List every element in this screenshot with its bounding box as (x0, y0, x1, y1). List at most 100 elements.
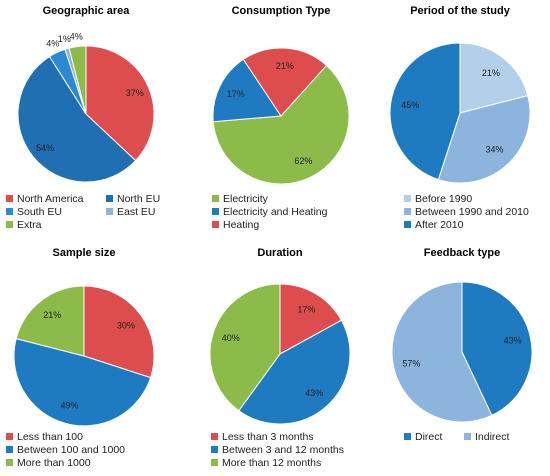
pie-slice-direct (461, 281, 533, 417)
slice-percent-label: 43% (305, 388, 323, 398)
legend-label: Before 1990 (415, 193, 472, 205)
legend-item-electricity: Electricity (212, 193, 269, 205)
pie-slice-after-2010 (389, 42, 461, 181)
legend-label: East EU (117, 206, 156, 218)
legend-swatch (404, 208, 411, 215)
slice-percent-label: 43% (504, 336, 522, 346)
legend-swatch (464, 433, 471, 440)
pie-slice-between-1990-and-2010 (437, 94, 531, 184)
legend-item-less-than-3-months: Less than 3 months (211, 431, 314, 443)
legend-swatch (404, 195, 411, 202)
legend-swatch (212, 195, 219, 202)
slice-percent-label: 54% (36, 143, 54, 153)
slice-percent-label: 21% (276, 61, 294, 71)
legend-label: After 2010 (415, 219, 464, 231)
slice-percent-label: 4% (46, 38, 59, 48)
legend-swatch (106, 208, 113, 215)
chart-title: Period of the study (410, 5, 511, 17)
slice-percent-label: 17% (297, 304, 315, 314)
slice-percent-label: 4% (70, 32, 83, 42)
legend-label: Electricity (223, 193, 269, 205)
pie-slice-electricity (212, 64, 350, 185)
legend-label: Heating (223, 219, 259, 231)
slice-percent-label: 21% (482, 68, 500, 78)
chart-title: Consumption Type (232, 5, 331, 17)
legend-label: More than 1000 (17, 457, 91, 469)
slice-percent-label: 1% (58, 34, 71, 44)
chart-title: Geographic area (43, 5, 131, 17)
legend-swatch (6, 459, 13, 466)
legend-swatch (6, 446, 13, 453)
legend-item-before-1990: Before 1990 (404, 193, 472, 205)
slice-percent-label: 34% (485, 145, 503, 155)
legend-item-direct: Direct (404, 431, 443, 443)
pie-slice-electricity-and-heating (212, 58, 282, 123)
pie-slice-indirect (391, 281, 493, 423)
pie-slice-north-eu (17, 55, 137, 183)
legend-item-north-america: North America (6, 193, 84, 205)
legend-item-south-eu: South EU (6, 206, 62, 218)
pie-panel-sample-size: Sample size 30% 49% 21% Less than 100Between… (6, 247, 155, 469)
pie-panel-feedback-type: Feedback type 43% 57% Direct Indirect (391, 247, 533, 443)
pie-slice-extra (68, 45, 87, 115)
legend-item-more-than-12-months: More than 12 months (211, 457, 321, 469)
legend-swatch (6, 433, 13, 440)
legend-item-indirect: Indirect (464, 431, 510, 443)
pie-slice-more-than-1000 (15, 285, 85, 357)
slice-percent-label: 17% (227, 89, 245, 99)
chart-title: Feedback type (424, 247, 500, 259)
pie-slice-heating (242, 47, 328, 117)
legend-label: Between 1990 and 2010 (415, 206, 529, 218)
legend-item-between-3-and-12-months: Between 3 and 12 months (211, 444, 344, 456)
legend-item-between-100-and-1000: Between 100 and 1000 (6, 444, 125, 456)
legend-label: Indirect (475, 431, 510, 443)
slice-percent-label: 45% (401, 100, 419, 110)
slice-percent-label: 40% (222, 333, 240, 343)
legend-item-extra: Extra (6, 219, 42, 231)
legend-item-electricity-and-heating: Electricity and Heating (212, 206, 328, 218)
pie-slice-less-than-100 (83, 285, 155, 379)
legend-swatch (404, 433, 411, 440)
legend-label: South EU (17, 206, 62, 218)
legend-swatch (106, 195, 113, 202)
legend-swatch (6, 208, 13, 215)
pie-slice-before-1990 (459, 42, 529, 114)
chart-title: Sample size (53, 247, 116, 259)
legend-label: Direct (415, 431, 443, 443)
pie-panel-geographic-area: Geographic area 37% 54% 4%1%4% North America… (6, 5, 160, 231)
legend-swatch (6, 221, 13, 228)
legend-swatch (211, 459, 218, 466)
pie-panel-period-of-the-study: Period of the study 21% 34% 45% Before 1990B… (389, 5, 531, 231)
slice-percent-label: 62% (294, 156, 312, 166)
legend-label: Between 100 and 1000 (17, 444, 125, 456)
legend-label: Less than 3 months (222, 431, 314, 443)
legend-label: Extra (17, 219, 42, 231)
legend-swatch (6, 195, 13, 202)
legend-swatch (212, 208, 219, 215)
legend-swatch (211, 433, 218, 440)
legend-label: North EU (117, 193, 160, 205)
legend-item-after-2010: After 2010 (404, 219, 464, 231)
slice-percent-label: 57% (402, 358, 420, 368)
pie-slice-between-3-and-12-months (238, 319, 351, 425)
legend-item-heating: Heating (212, 219, 259, 231)
pie-slice-less-than-3-months (279, 283, 343, 355)
legend-item-between-1990-and-2010: Between 1990 and 2010 (404, 206, 529, 218)
legend-label: North America (17, 193, 84, 205)
legend-label: Electricity and Heating (223, 206, 328, 218)
legend-swatch (212, 221, 219, 228)
legend-item-east-eu: East EU (106, 206, 156, 218)
legend-item-more-than-1000: More than 1000 (6, 457, 91, 469)
slice-percent-label: 49% (60, 401, 78, 411)
legend-swatch (211, 446, 218, 453)
slice-percent-label: 30% (117, 321, 135, 331)
legend-label: Less than 100 (17, 431, 83, 443)
pie-panel-consumption-type: Consumption Type 62% 17% 21% ElectricityElec… (212, 5, 350, 231)
legend-item-less-than-100: Less than 100 (6, 431, 83, 443)
legend-item-north-eu: North EU (106, 193, 160, 205)
pie-slice-between-100-and-1000 (13, 337, 152, 427)
pie-slice-north-america (85, 45, 155, 162)
chart-title: Duration (257, 247, 303, 259)
pie-panel-duration: Duration 17% 43% 40% Less than 3 monthsBetwe… (209, 247, 351, 469)
